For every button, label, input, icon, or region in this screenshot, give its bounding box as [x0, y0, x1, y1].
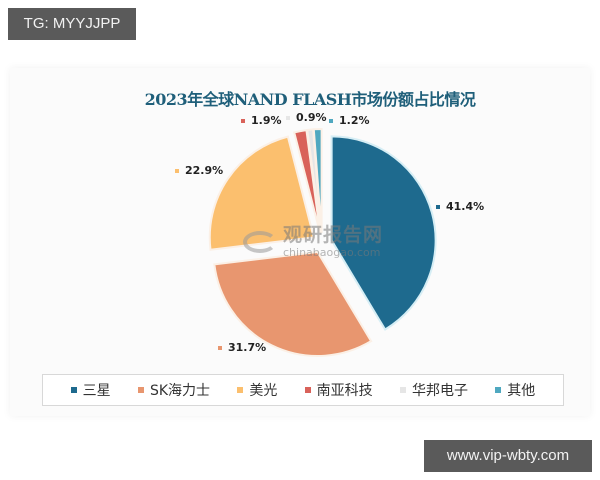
data-label: 0.9%: [286, 111, 327, 124]
chart-card: [10, 68, 590, 416]
chart-title: 2023年全球NAND FLASH市场份额占比情况: [144, 90, 476, 109]
legend-item: 三星: [70, 380, 111, 400]
label-swatch-icon: [175, 168, 179, 173]
legend-label: SK海力士: [149, 383, 211, 399]
legend-swatch-icon: [70, 387, 77, 393]
label-value: 31.7%: [228, 341, 267, 354]
legend-swatch-icon: [304, 387, 311, 393]
label-swatch-icon: [241, 118, 245, 123]
label-value: 1.2%: [339, 114, 370, 127]
legend-item: 其他: [495, 380, 535, 400]
legend-item: SK海力士: [137, 380, 211, 400]
legend-item: 南亚科技: [304, 380, 373, 400]
pie-slice-5: [312, 128, 323, 234]
top-watermark-tag: TG: MYYJJPP: [8, 8, 136, 40]
label-swatch-icon: [218, 345, 222, 350]
data-label: 41.4%: [436, 200, 484, 213]
label-swatch-icon: [286, 115, 290, 120]
bottom-watermark-tag: www.vip-wbty.com: [424, 440, 592, 472]
legend-swatch-icon: [495, 387, 502, 393]
legend-label: 三星: [82, 383, 111, 399]
legend-swatch-icon: [137, 387, 144, 393]
legend-item: 美光: [237, 380, 277, 400]
legend-label: 南亚科技: [316, 383, 373, 399]
legend-label: 其他: [507, 383, 536, 399]
data-label: 31.7%: [218, 341, 266, 354]
chart-legend: 三星 SK海力士 美光 南亚科技 华邦电子 其他: [42, 374, 564, 406]
pie-slice-1: [213, 250, 373, 357]
pie-slice-2: [208, 135, 315, 251]
label-value: 0.9%: [296, 111, 327, 124]
legend-item: 华邦电子: [399, 380, 468, 400]
label-value: 22.9%: [185, 164, 224, 177]
label-swatch-icon: [436, 204, 440, 209]
data-label: 1.2%: [329, 114, 370, 127]
data-label: 1.9%: [241, 114, 282, 127]
legend-swatch-icon: [399, 387, 406, 393]
label-value: 1.9%: [251, 114, 282, 127]
label-value: 41.4%: [446, 200, 485, 213]
legend-swatch-icon: [237, 387, 244, 393]
legend-label: 美光: [249, 383, 278, 399]
legend-label: 华邦电子: [411, 383, 468, 399]
pie-slice-0: [330, 135, 437, 331]
data-label: 22.9%: [175, 164, 223, 177]
label-swatch-icon: [329, 118, 333, 123]
